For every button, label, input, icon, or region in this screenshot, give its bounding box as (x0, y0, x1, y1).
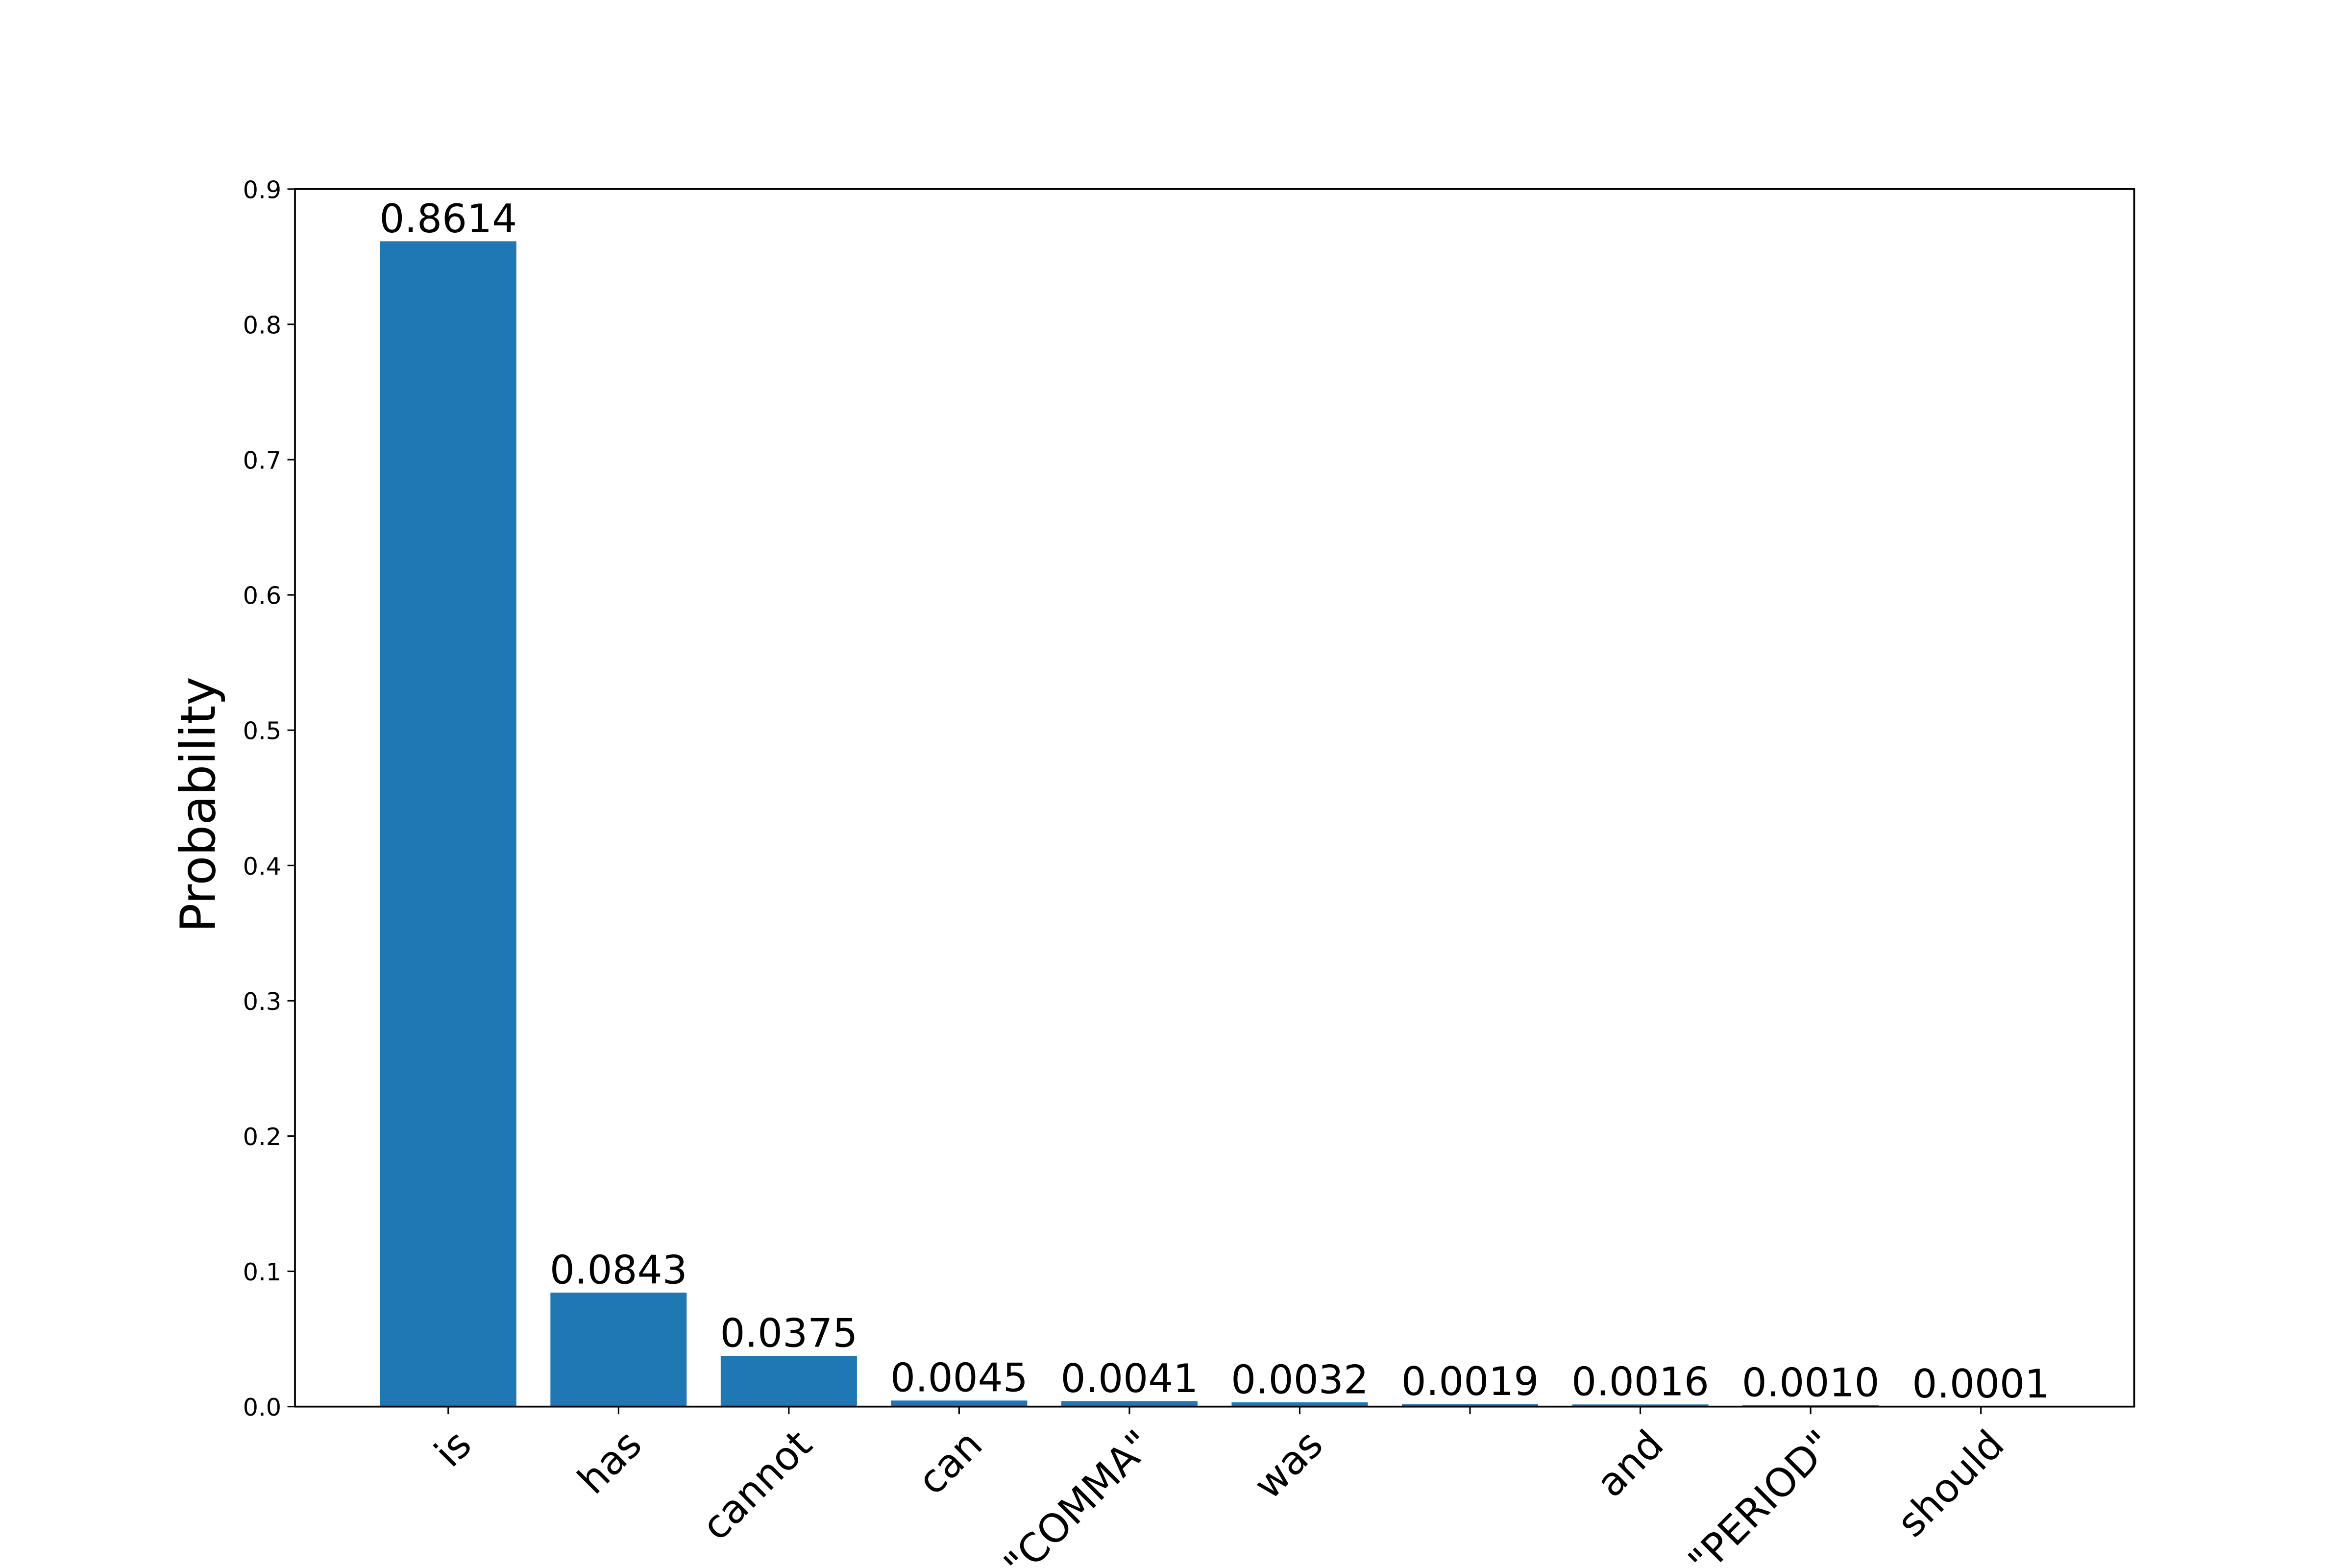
y-tick-label: 0.0 (243, 1393, 282, 1421)
value-label: 0.0843 (550, 1247, 687, 1293)
x-tick-label: "COMMA" (995, 1421, 1161, 1568)
x-tick-label: and (1588, 1421, 1672, 1506)
bar (720, 1356, 857, 1407)
value-label: 0.0041 (1061, 1356, 1199, 1401)
value-label: 0.0019 (1401, 1359, 1539, 1404)
y-axis-label: Probability (170, 677, 226, 932)
x-tick-label: can (909, 1421, 991, 1504)
y-tick-label: 0.8 (243, 311, 282, 339)
value-label: 0.8614 (379, 196, 517, 242)
y-tick-label: 0.5 (243, 717, 282, 745)
y-tick-label: 0.2 (243, 1123, 282, 1151)
bar (1402, 1404, 1539, 1407)
x-tick-label: "PERIOD" (1680, 1421, 1843, 1568)
x-tick-label: was (1245, 1421, 1332, 1508)
x-tick-label: has (569, 1421, 650, 1503)
value-label: 0.0010 (1742, 1360, 1880, 1405)
x-tick-label: cannot (693, 1421, 821, 1549)
value-label: 0.0016 (1571, 1359, 1709, 1405)
y-tick-label: 0.3 (243, 987, 282, 1016)
y-tick-label: 0.6 (243, 582, 282, 610)
bar (1572, 1404, 1709, 1407)
value-label: 0.0045 (890, 1355, 1028, 1401)
bar (1061, 1401, 1198, 1407)
bar (891, 1400, 1028, 1407)
bar (380, 241, 516, 1407)
value-label: 0.0375 (720, 1311, 858, 1356)
bar (1231, 1402, 1368, 1407)
plot-frame (294, 188, 2135, 1408)
bar (550, 1292, 687, 1407)
y-tick-label: 0.4 (243, 852, 282, 881)
y-tick-label: 0.9 (243, 175, 282, 204)
x-tick-label: is (426, 1421, 480, 1476)
x-tick-label: should (1888, 1421, 2013, 1546)
value-label: 0.0032 (1231, 1357, 1369, 1402)
y-tick-label: 0.7 (243, 446, 282, 475)
y-tick-label: 0.1 (243, 1258, 282, 1286)
value-label: 0.0001 (1912, 1361, 2050, 1407)
